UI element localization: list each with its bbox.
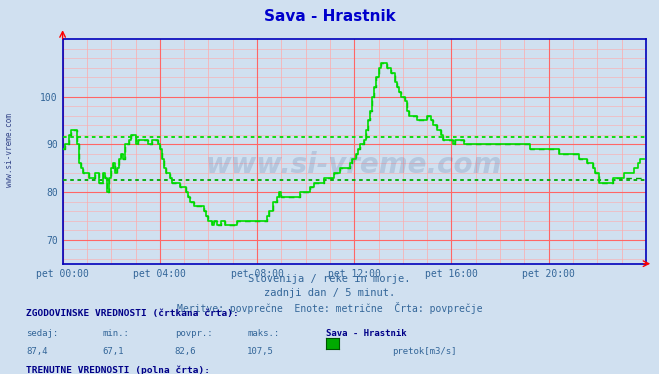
Text: povpr.:: povpr.: — [175, 329, 212, 338]
Text: maks.:: maks.: — [247, 329, 279, 338]
Text: 107,5: 107,5 — [247, 347, 274, 356]
Text: zadnji dan / 5 minut.: zadnji dan / 5 minut. — [264, 288, 395, 298]
Text: ZGODOVINSKE VREDNOSTI (črtkana črta):: ZGODOVINSKE VREDNOSTI (črtkana črta): — [26, 309, 239, 318]
Text: TRENUTNE VREDNOSTI (polna črta):: TRENUTNE VREDNOSTI (polna črta): — [26, 366, 210, 374]
Text: Meritve: povprečne  Enote: metrične  Črta: povprečje: Meritve: povprečne Enote: metrične Črta:… — [177, 302, 482, 314]
Text: www.si-vreme.com: www.si-vreme.com — [206, 151, 502, 179]
Text: min.:: min.: — [102, 329, 129, 338]
Text: sedaj:: sedaj: — [26, 329, 59, 338]
Text: pretok[m3/s]: pretok[m3/s] — [392, 347, 457, 356]
Text: Sava - Hrastnik: Sava - Hrastnik — [326, 329, 407, 338]
Text: 82,6: 82,6 — [175, 347, 196, 356]
Text: www.si-vreme.com: www.si-vreme.com — [5, 113, 14, 187]
Text: 87,4: 87,4 — [26, 347, 48, 356]
Text: Sava - Hrastnik: Sava - Hrastnik — [264, 9, 395, 24]
Text: 67,1: 67,1 — [102, 347, 124, 356]
Text: Slovenija / reke in morje.: Slovenija / reke in morje. — [248, 274, 411, 284]
